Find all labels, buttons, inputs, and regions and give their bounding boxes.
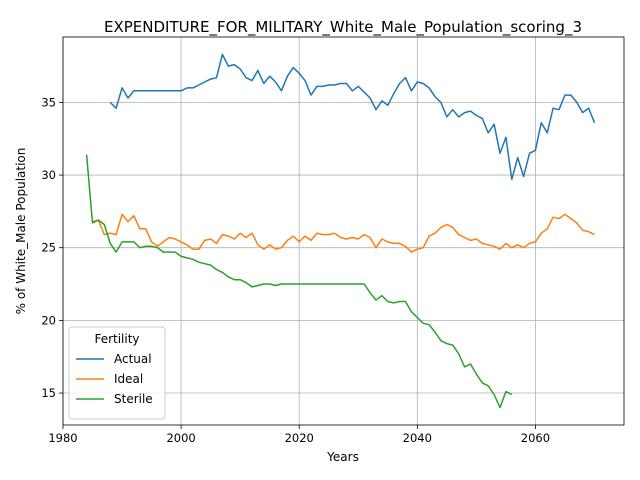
x-axis-ticks: 1980 2000 2020 2040 2060 xyxy=(48,425,550,445)
y-tick-label: 20 xyxy=(41,313,56,327)
y-tick-label: 35 xyxy=(41,95,56,109)
legend-box xyxy=(68,326,166,420)
legend: Fertility Actual Ideal Sterile xyxy=(68,326,166,420)
series-lines xyxy=(85,53,596,409)
x-tick-label: 1980 xyxy=(48,431,77,445)
chart-title: EXPENDITURE_FOR_MILITARY_White_Male_Popu… xyxy=(104,18,582,37)
y-tick-label: 25 xyxy=(41,241,56,255)
plot-frame xyxy=(62,36,625,426)
x-axis-label: Years xyxy=(326,450,359,464)
series-line-ideal xyxy=(92,213,595,253)
legend-label-actual: Actual xyxy=(114,352,152,366)
x-tick-label: 2060 xyxy=(521,431,550,445)
series-line-actual xyxy=(109,53,596,181)
y-axis-ticks: 15 20 25 30 35 xyxy=(41,95,63,400)
x-tick-label: 2020 xyxy=(285,431,314,445)
y-axis-label: % of White_Male Population xyxy=(14,148,28,315)
series-line-sterile xyxy=(85,154,513,409)
x-tick-label: 2000 xyxy=(166,431,195,445)
legend-title: Fertility xyxy=(94,332,139,346)
legend-items: Actual Ideal Sterile xyxy=(76,352,153,406)
x-tick-label: 2040 xyxy=(403,431,432,445)
legend-label-sterile: Sterile xyxy=(114,392,153,406)
y-tick-label: 30 xyxy=(41,168,56,182)
y-tick-label: 15 xyxy=(41,386,56,400)
legend-label-ideal: Ideal xyxy=(114,372,143,386)
